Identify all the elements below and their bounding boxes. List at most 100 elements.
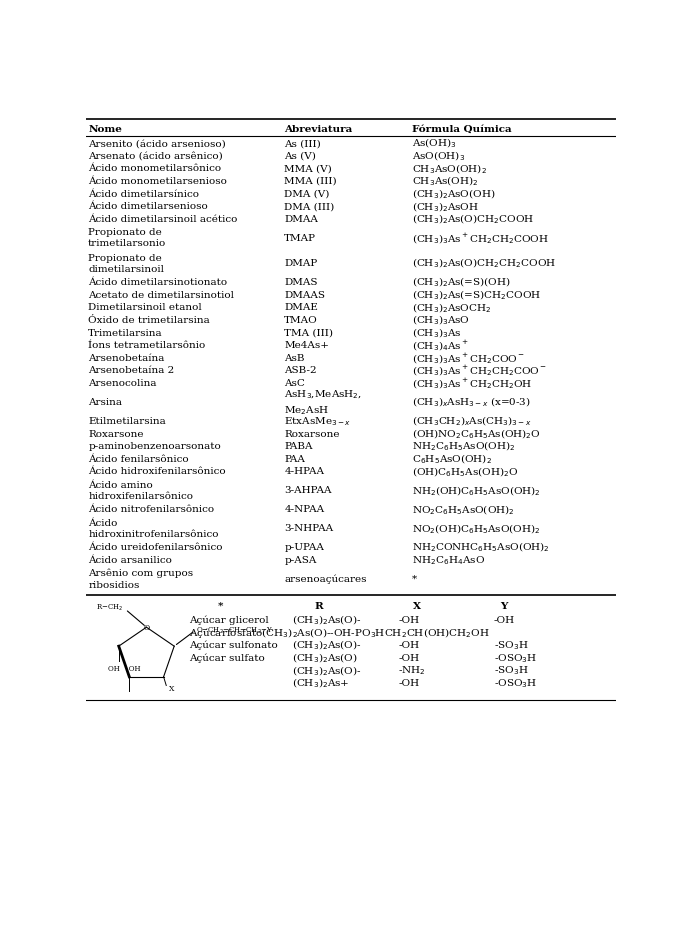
Text: (CH$_3$)$_2$As(O)-: (CH$_3$)$_2$As(O)- <box>292 613 362 626</box>
Text: Ácido nitrofenilarsônico: Ácido nitrofenilarsônico <box>88 505 214 514</box>
Text: (CH$_3$)$_2$As(O): (CH$_3$)$_2$As(O) <box>292 651 358 665</box>
Text: Arsenito (ácido arsenioso): Arsenito (ácido arsenioso) <box>88 139 226 148</box>
Text: DMA (V): DMA (V) <box>285 189 330 198</box>
Text: X: X <box>169 684 174 692</box>
Text: EtxAsMe$_{3-x}$: EtxAsMe$_{3-x}$ <box>285 415 352 428</box>
Text: Ácido
hidroxinitrofenilarsônico: Ácido hidroxinitrofenilarsônico <box>88 519 219 538</box>
Text: As (III): As (III) <box>285 139 321 148</box>
Text: Ácido monometilarsônico: Ácido monometilarsônico <box>88 164 222 173</box>
Text: *: * <box>412 574 417 583</box>
Text: (CH$_3$)$_2$AsO(OH): (CH$_3$)$_2$AsO(OH) <box>412 187 495 200</box>
Text: DMAE: DMAE <box>285 303 318 312</box>
Text: ASB-2: ASB-2 <box>285 366 317 375</box>
Text: OH    OH: OH OH <box>108 665 140 672</box>
Text: Arsênio com grupos
ribosidios: Arsênio com grupos ribosidios <box>88 568 194 589</box>
Text: -OSO$_3$H: -OSO$_3$H <box>494 677 537 689</box>
Text: (CH$_3$)$_2$As(=S)(OH): (CH$_3$)$_2$As(=S)(OH) <box>412 275 510 289</box>
Text: DMAAS: DMAAS <box>285 290 326 300</box>
Text: R: R <box>315 601 323 610</box>
Text: Ácido ureidofenilarsônico: Ácido ureidofenilarsônico <box>88 543 223 551</box>
Text: Acetato de dimetilarsinotiol: Acetato de dimetilarsinotiol <box>88 290 234 300</box>
Text: (OH)C$_6$H$_5$As(OH)$_2$O: (OH)C$_6$H$_5$As(OH)$_2$O <box>412 464 518 478</box>
Text: CH$_3$As(OH)$_2$: CH$_3$As(OH)$_2$ <box>412 174 478 188</box>
Text: Trimetilarsina: Trimetilarsina <box>88 329 163 337</box>
Text: Arsenocolina: Arsenocolina <box>88 379 157 388</box>
Text: p-UPAA: p-UPAA <box>285 543 324 551</box>
Text: -SO$_3$H: -SO$_3$H <box>494 664 528 677</box>
Text: 4-HPAA: 4-HPAA <box>285 467 324 475</box>
Text: Propionato de
dimetilarsinoil: Propionato de dimetilarsinoil <box>88 254 164 273</box>
Text: (CH$_3$)$_3$AsO: (CH$_3$)$_3$AsO <box>412 314 469 327</box>
Text: O: O <box>144 623 150 631</box>
Text: (CH$_3$)$_4$As$^+$: (CH$_3$)$_4$As$^+$ <box>412 338 469 353</box>
Text: (CH$_3$)$_2$As(=S)CH$_2$COOH: (CH$_3$)$_2$As(=S)CH$_2$COOH <box>412 288 541 301</box>
Text: Ácido dimetilarsinotionato: Ácido dimetilarsinotionato <box>88 278 227 286</box>
Text: -OSO$_3$H: -OSO$_3$H <box>494 651 537 664</box>
Text: p-aminobenzenoarsonato: p-aminobenzenoarsonato <box>88 442 221 451</box>
Text: (CH$_3$)$_2$AsOH: (CH$_3$)$_2$AsOH <box>412 199 478 213</box>
Text: (CH$_3$)$_3$As: (CH$_3$)$_3$As <box>412 326 461 340</box>
Text: PABA: PABA <box>285 442 313 451</box>
Text: arsenoaçúcares: arsenoaçúcares <box>285 574 367 583</box>
Text: PAA: PAA <box>285 454 305 463</box>
Text: NH$_2$C$_6$H$_5$AsO(OH)$_2$: NH$_2$C$_6$H$_5$AsO(OH)$_2$ <box>412 439 514 453</box>
Text: Íons tetrametilarsônio: Íons tetrametilarsônio <box>88 341 205 350</box>
Text: Arsenobetaína 2: Arsenobetaína 2 <box>88 366 174 375</box>
Text: Roxarsone: Roxarsone <box>88 429 144 438</box>
Text: Arsenato (ácido arsênico): Arsenato (ácido arsênico) <box>88 152 223 161</box>
Text: Ácido fenilarsônico: Ácido fenilarsônico <box>88 454 189 463</box>
Text: TMAP: TMAP <box>285 234 316 242</box>
Text: MMA (V): MMA (V) <box>285 164 332 173</box>
Text: Ácido amino
hidroxifenilarsônico: Ácido amino hidroxifenilarsônico <box>88 480 193 501</box>
Text: (CH$_3$)$_2$As(O)CH$_2$COOH: (CH$_3$)$_2$As(O)CH$_2$COOH <box>412 212 534 226</box>
Text: (CH$_3$)$_x$AsH$_{3-x}$ (x=0-3): (CH$_3$)$_x$AsH$_{3-x}$ (x=0-3) <box>412 395 530 409</box>
Text: MMA (III): MMA (III) <box>285 177 337 186</box>
Text: Nome: Nome <box>88 124 122 134</box>
Text: -OH: -OH <box>398 615 419 624</box>
Text: 4-NPAA: 4-NPAA <box>285 505 324 514</box>
Text: Y: Y <box>501 601 508 610</box>
Text: (CH$_3$)$_2$As(O)-: (CH$_3$)$_2$As(O)- <box>292 638 362 651</box>
Text: Ácido monometilarsenioso: Ácido monometilarsenioso <box>88 177 227 186</box>
Text: X: X <box>413 601 421 610</box>
Text: -NH$_2$: -NH$_2$ <box>398 664 426 677</box>
Text: (CH$_3$)$_3$As$^+$CH$_2$CH$_2$COOH: (CH$_3$)$_3$As$^+$CH$_2$CH$_2$COOH <box>412 231 548 245</box>
Text: 3-AHPAA: 3-AHPAA <box>285 486 332 495</box>
Text: (CH$_3$)$_2$As(O)CH$_2$CH$_2$COOH: (CH$_3$)$_2$As(O)CH$_2$CH$_2$COOH <box>412 256 555 271</box>
Text: p-ASA: p-ASA <box>285 555 317 564</box>
Text: -OH: -OH <box>398 640 419 650</box>
Text: Ácido dimetilarsínico: Ácido dimetilarsínico <box>88 189 199 198</box>
Text: Açúcarfosfato(CH$_3$)$_2$As(O)--OH-PO$_3$HCH$_2$CH(OH)CH$_2$OH: Açúcarfosfato(CH$_3$)$_2$As(O)--OH-PO$_3… <box>189 625 490 639</box>
Text: NH$_2$CONHC$_6$H$_5$AsO(OH)$_2$: NH$_2$CONHC$_6$H$_5$AsO(OH)$_2$ <box>412 540 549 554</box>
Text: Ácido dimetilarsinoil acético: Ácido dimetilarsinoil acético <box>88 214 237 224</box>
Text: C$_6$H$_5$AsO(OH)$_2$: C$_6$H$_5$AsO(OH)$_2$ <box>412 452 492 465</box>
Text: (CH$_3$)$_2$As+: (CH$_3$)$_2$As+ <box>292 676 350 690</box>
Text: (CH$_3$)$_3$As$^+$CH$_2$CH$_2$COO$^-$: (CH$_3$)$_3$As$^+$CH$_2$CH$_2$COO$^-$ <box>412 363 547 378</box>
Text: Me4As+: Me4As+ <box>285 341 329 350</box>
Text: (CH$_3$)$_3$As$^+$CH$_2$COO$^-$: (CH$_3$)$_3$As$^+$CH$_2$COO$^-$ <box>412 351 525 365</box>
Text: Fórmula Química: Fórmula Química <box>412 124 511 134</box>
Text: NH$_2$(OH)C$_6$H$_5$AsO(OH)$_2$: NH$_2$(OH)C$_6$H$_5$AsO(OH)$_2$ <box>412 484 540 497</box>
Text: DMAP: DMAP <box>285 259 317 268</box>
Text: As(OH)$_3$: As(OH)$_3$ <box>412 137 456 151</box>
Text: DMAS: DMAS <box>285 278 318 286</box>
Text: 3-NHPAA: 3-NHPAA <box>285 523 333 533</box>
Text: -SO$_3$H: -SO$_3$H <box>494 638 528 651</box>
Text: Açúcar sulfonato: Açúcar sulfonato <box>189 640 278 650</box>
Text: R$-$CH$_2$: R$-$CH$_2$ <box>96 602 123 612</box>
Text: Açúcar glicerol: Açúcar glicerol <box>189 615 269 624</box>
Text: DMAA: DMAA <box>285 214 318 224</box>
Text: Abreviatura: Abreviatura <box>285 124 352 134</box>
Text: (CH$_3$CH$_2$)$_x$As(CH$_3$)$_{3-x}$: (CH$_3$CH$_2$)$_x$As(CH$_3$)$_{3-x}$ <box>412 414 531 428</box>
Text: (CH$_3$)$_3$As$^+$CH$_2$CH$_2$OH: (CH$_3$)$_3$As$^+$CH$_2$CH$_2$OH <box>412 375 531 390</box>
Text: Arsenobetaína: Arsenobetaína <box>88 354 165 362</box>
Text: -OH: -OH <box>398 653 419 662</box>
Text: AsC: AsC <box>285 379 305 388</box>
Text: Dimetilarsinoil etanol: Dimetilarsinoil etanol <box>88 303 202 312</box>
Text: Açúcar sulfato: Açúcar sulfato <box>189 652 265 662</box>
Text: AsH$_3$,MeAsH$_2$,
Me$_2$AsH: AsH$_3$,MeAsH$_2$, Me$_2$AsH <box>285 388 363 417</box>
Text: *: * <box>218 601 224 610</box>
Text: (CH$_3$)$_2$As(O)-: (CH$_3$)$_2$As(O)- <box>292 664 362 677</box>
Text: Ácido dimetilarsenioso: Ácido dimetilarsenioso <box>88 202 208 211</box>
Text: -OH: -OH <box>398 679 419 687</box>
